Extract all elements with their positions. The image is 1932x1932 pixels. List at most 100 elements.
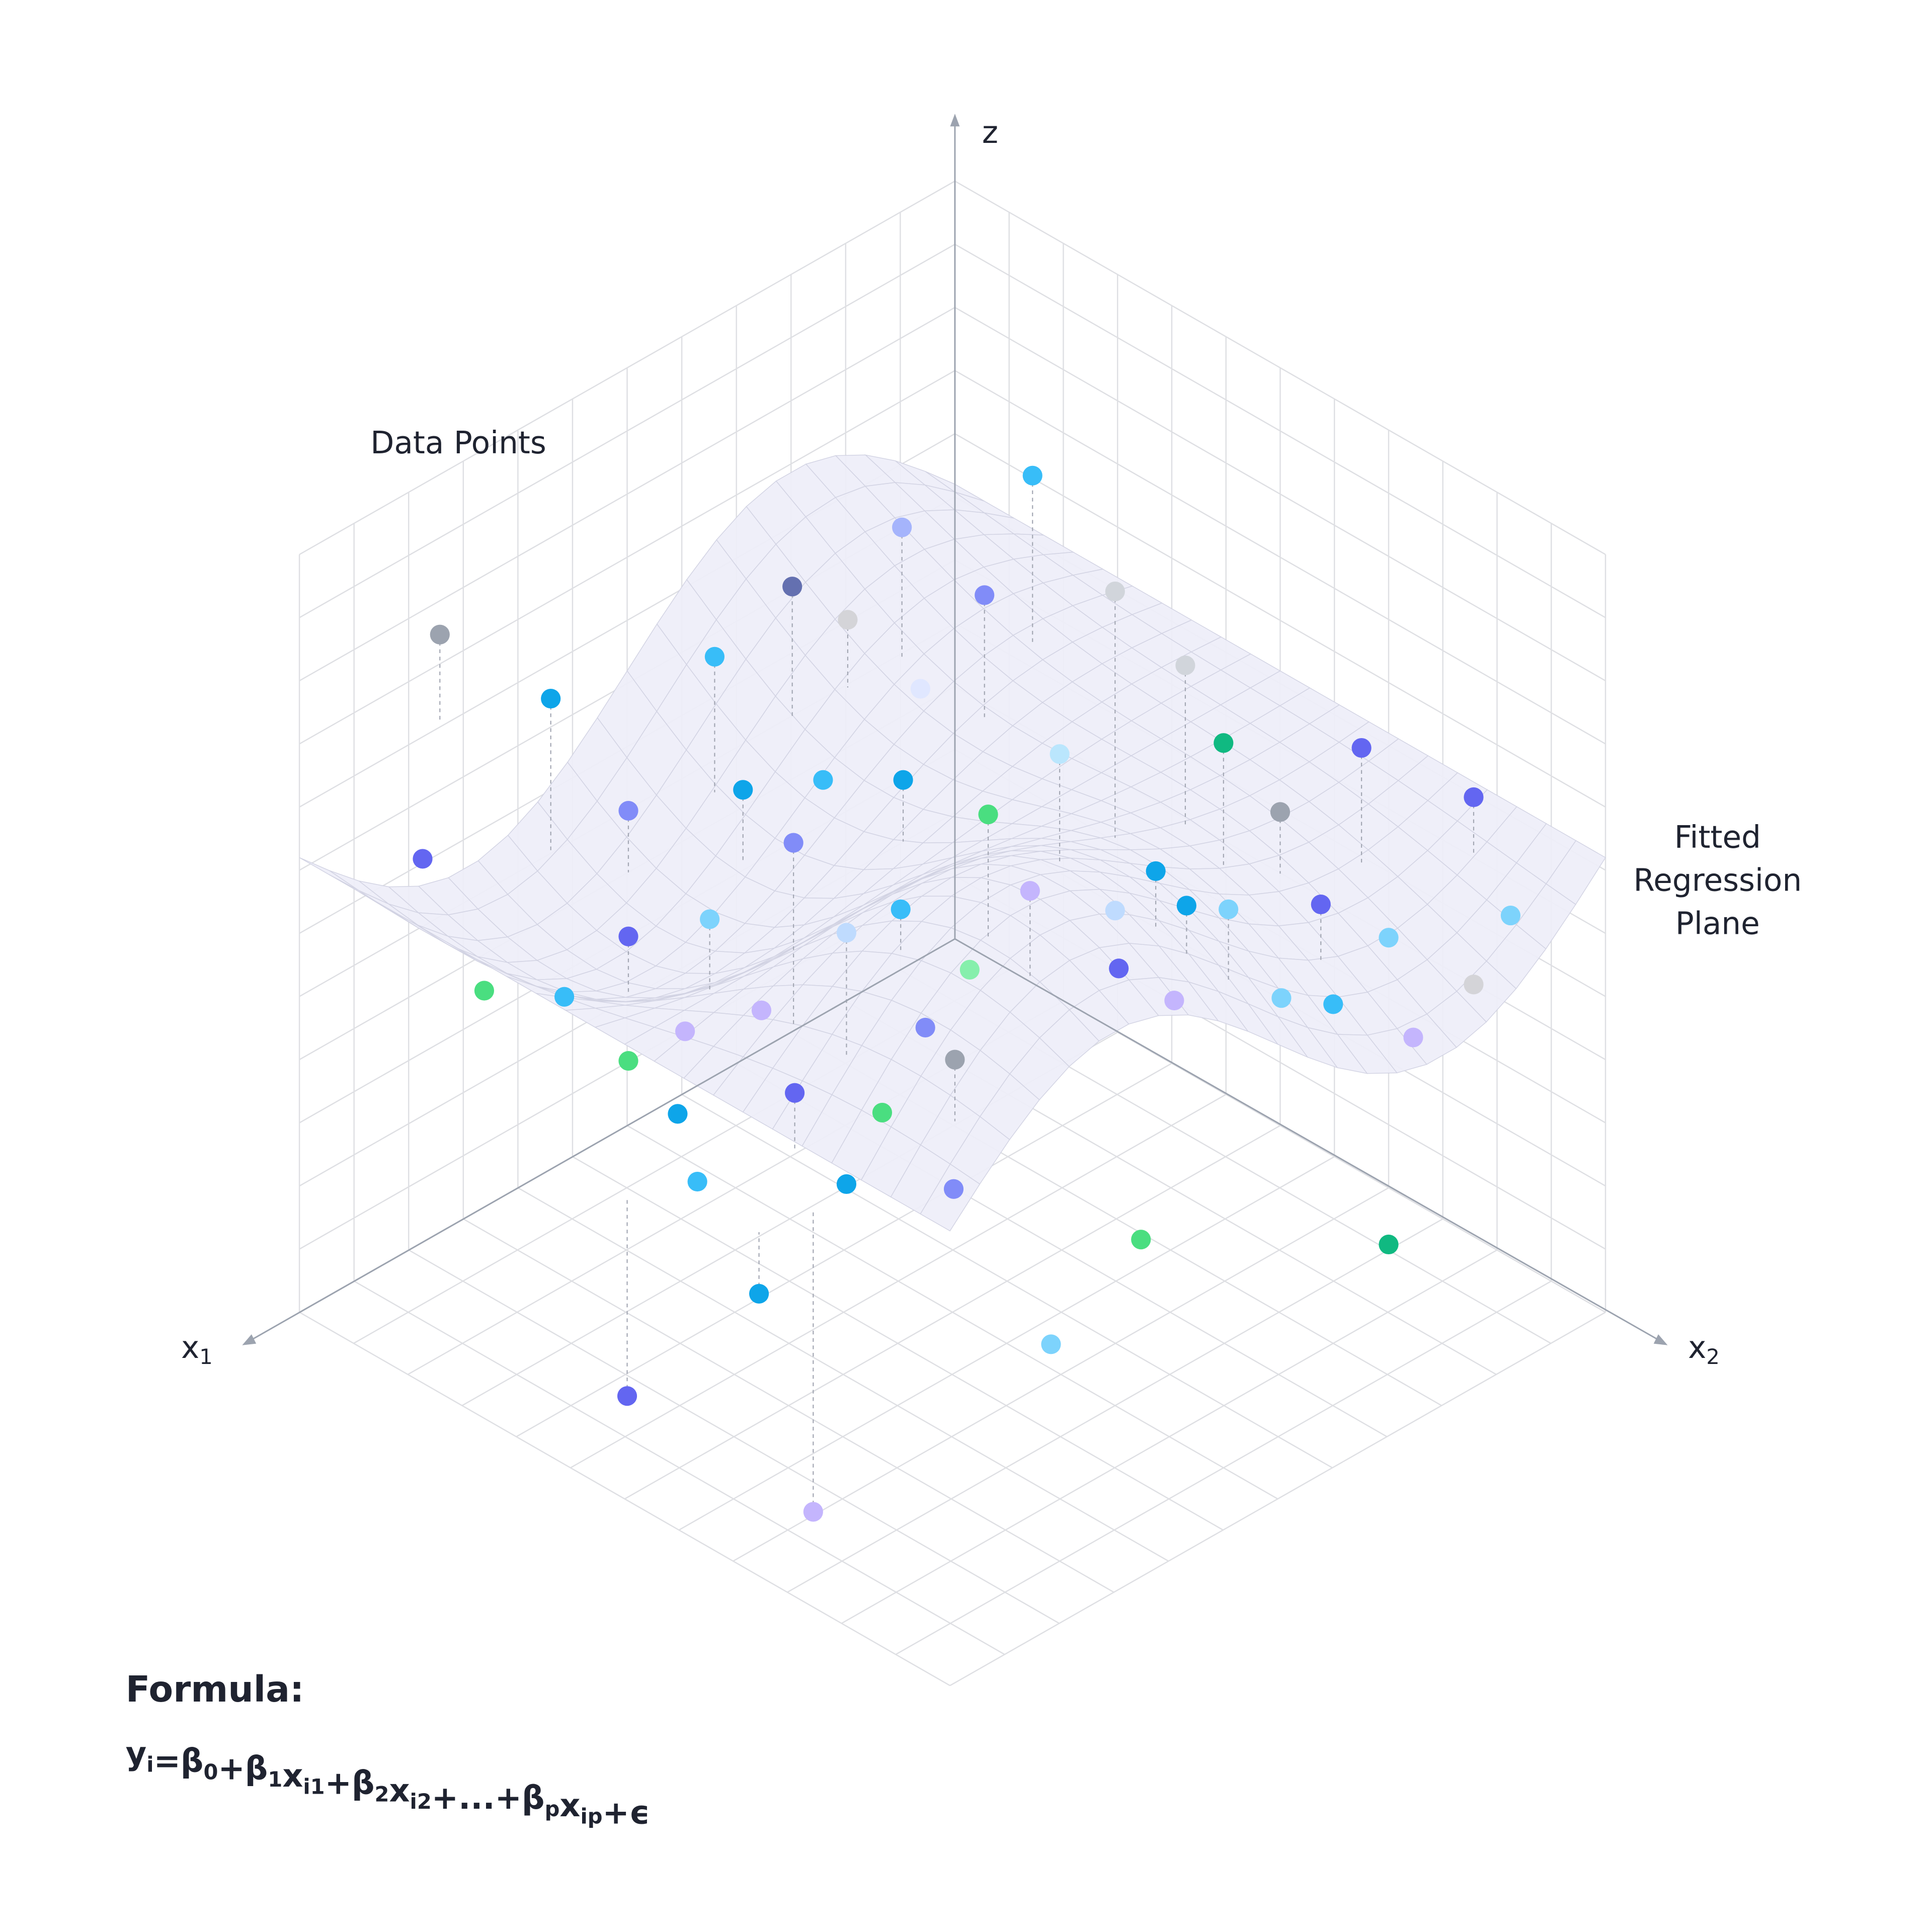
data-point: [668, 1104, 688, 1124]
x1-sub: 1: [199, 1344, 212, 1369]
data-point: [704, 647, 725, 667]
formula-part: x: [282, 1757, 303, 1795]
data-point: [618, 1051, 638, 1071]
grid-line: [841, 1249, 1498, 1624]
plane-label: Fitted: [1674, 820, 1761, 855]
formula-part: +...+β: [432, 1780, 545, 1817]
data-point: [541, 688, 561, 709]
formula: yi=β0+β1xi1+β2xi2+...+βpxip+ϵ: [126, 1735, 650, 1832]
data-point: [1041, 1334, 1061, 1354]
data-point: [891, 899, 911, 919]
data-point: [1020, 881, 1040, 901]
data-point: [783, 833, 803, 853]
grid-line: [299, 244, 955, 618]
data-point: [1109, 958, 1129, 979]
grid-line: [954, 180, 1606, 555]
data-point: [943, 1179, 964, 1199]
formula-sub: 0: [203, 1759, 218, 1784]
grid-line: [954, 306, 1606, 682]
data-points: [413, 465, 1521, 1522]
grid-line: [299, 306, 955, 682]
data-point: [836, 1174, 857, 1194]
arrowhead: [242, 1334, 257, 1345]
formula-part: +β: [218, 1750, 268, 1787]
data-point: [803, 1502, 823, 1522]
data-point: [1271, 988, 1292, 1008]
data-point: [733, 780, 753, 800]
data-point: [675, 1021, 695, 1041]
formula-sub: i: [146, 1752, 153, 1777]
grid-line: [895, 1280, 1552, 1655]
arrowhead: [950, 114, 960, 127]
regression-surface: [299, 454, 1606, 1232]
data-point: [1050, 744, 1070, 764]
formula-part: +ϵ: [603, 1794, 650, 1831]
plane-label: Plane: [1675, 906, 1760, 941]
formula-part: x: [389, 1772, 410, 1809]
formula-heading: Formula:: [126, 1668, 304, 1710]
data-point: [700, 909, 720, 929]
grid-line: [954, 244, 1606, 618]
formula-part: =β: [154, 1743, 204, 1780]
data-point: [687, 1171, 707, 1192]
data-point: [430, 624, 450, 645]
x1-text: x: [181, 1330, 199, 1365]
data-point: [1164, 990, 1184, 1011]
data-point: [1464, 975, 1484, 995]
formula-part: +β: [325, 1765, 375, 1802]
grid-line: [408, 1249, 1060, 1624]
formula-sub: p: [545, 1797, 560, 1821]
grid-line: [572, 1156, 1224, 1531]
formula-sub: i2: [410, 1789, 432, 1814]
data-point: [1214, 733, 1234, 753]
data-point: [915, 1017, 935, 1038]
data-points-label: Data Points: [370, 425, 546, 461]
data-point: [785, 1083, 805, 1103]
grid-line: [354, 1280, 1005, 1655]
data-point: [836, 923, 857, 943]
data-point: [554, 987, 575, 1007]
x1-axis: [250, 938, 955, 1341]
data-point: [1022, 465, 1042, 486]
x2-text: x: [1688, 1330, 1706, 1365]
axes: [242, 114, 1668, 1345]
data-point: [1175, 655, 1195, 676]
data-point: [892, 517, 912, 537]
data-point: [1403, 1027, 1423, 1048]
data-point: [1105, 581, 1125, 602]
data-point: [1323, 994, 1343, 1014]
data-point: [618, 926, 638, 946]
data-point: [749, 1283, 769, 1304]
formula-sub: 2: [375, 1782, 389, 1806]
data-point: [1311, 894, 1331, 915]
data-point: [1351, 738, 1372, 758]
data-point: [1176, 896, 1196, 916]
data-point: [1464, 787, 1484, 808]
data-point: [975, 585, 995, 605]
formula-part: x: [559, 1787, 580, 1824]
x1-label: x1: [181, 1330, 213, 1369]
grid-line: [463, 1218, 1114, 1593]
grid-line: [733, 1187, 1389, 1562]
formula-sub: i1: [303, 1775, 325, 1799]
data-point: [872, 1102, 893, 1123]
data-point: [945, 1050, 965, 1070]
grid-line: [299, 180, 955, 555]
grid-line: [678, 1156, 1335, 1531]
grid-line: [787, 1218, 1443, 1593]
data-point: [1146, 861, 1166, 881]
data-point: [959, 959, 980, 980]
data-point: [1270, 802, 1291, 822]
plane-label: Regression: [1633, 863, 1802, 899]
data-point: [1379, 1234, 1399, 1255]
grid-line: [517, 1187, 1169, 1562]
data-point: [751, 1000, 772, 1020]
data-point: [978, 804, 998, 825]
data-point: [1379, 928, 1399, 948]
x2-label: x2: [1688, 1330, 1720, 1369]
formula-part: y: [126, 1735, 146, 1773]
data-point: [838, 610, 858, 630]
data-point: [1500, 906, 1521, 926]
